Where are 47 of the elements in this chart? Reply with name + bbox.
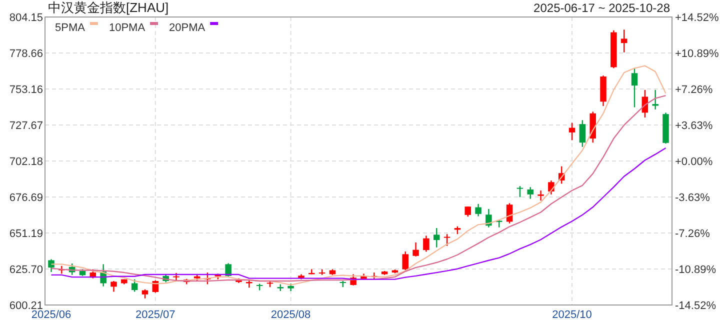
y2-tick-label: -10.89% [675, 264, 716, 276]
y2-tick-label: +0.00% [675, 156, 713, 168]
y2-tick-label: +3.63% [675, 120, 713, 132]
legend-label: 20PMA [169, 22, 206, 34]
legend-label: 5PMA [55, 22, 86, 34]
y-tick-label: 727.67 [9, 120, 43, 132]
candlestick [412, 242, 419, 258]
y-tick-label: 804.15 [9, 12, 43, 24]
y-tick-label: 676.69 [9, 192, 43, 204]
candlestick [475, 203, 482, 217]
chart-subtitle: 2025-06-17 ~ 2025-10-28 [534, 1, 670, 15]
legend-label: 10PMA [108, 22, 146, 34]
candlestick [464, 206, 471, 218]
y-tick-label: 600.21 [9, 300, 43, 312]
candlestick [142, 288, 148, 299]
candlestick [568, 122, 576, 141]
candlestick [110, 280, 117, 292]
y2-tick-label: -14.52% [675, 300, 716, 312]
x-tick-label: 2025/07 [136, 309, 176, 320]
candlestick [131, 278, 138, 292]
y2-tick-label: +10.89% [675, 48, 719, 60]
candlestick [527, 186, 534, 200]
candlestick [433, 227, 440, 248]
y-tick-label: 753.16 [9, 84, 43, 96]
y-tick-label: 778.66 [9, 48, 43, 60]
candlestick [652, 89, 658, 110]
candlestick [631, 68, 638, 108]
x-tick-label: 2025/06 [31, 309, 72, 320]
y2-tick-label: -7.26% [675, 228, 710, 240]
y-tick-label: 651.19 [9, 228, 43, 240]
y-tick-label: 702.18 [9, 156, 43, 168]
candlestick [444, 234, 450, 246]
candlestick [423, 235, 430, 252]
candlestick [48, 258, 54, 273]
x-tick-label: 2025/08 [270, 309, 311, 320]
y2-tick-label: -3.63% [675, 192, 710, 204]
candlestick [538, 190, 544, 202]
candlestick [225, 262, 232, 278]
candlestick [620, 29, 628, 53]
candlestick [402, 250, 408, 271]
candlestick [516, 186, 524, 198]
y-tick-label: 625.70 [9, 264, 43, 276]
y2-tick-label: +14.52% [675, 12, 719, 24]
candlestick [579, 120, 586, 148]
y2-tick-label: +7.26% [675, 84, 713, 96]
chart-title: 中汉黄金指数[ZHAU] [48, 0, 169, 15]
x-tick-label: 2025/10 [552, 309, 592, 320]
